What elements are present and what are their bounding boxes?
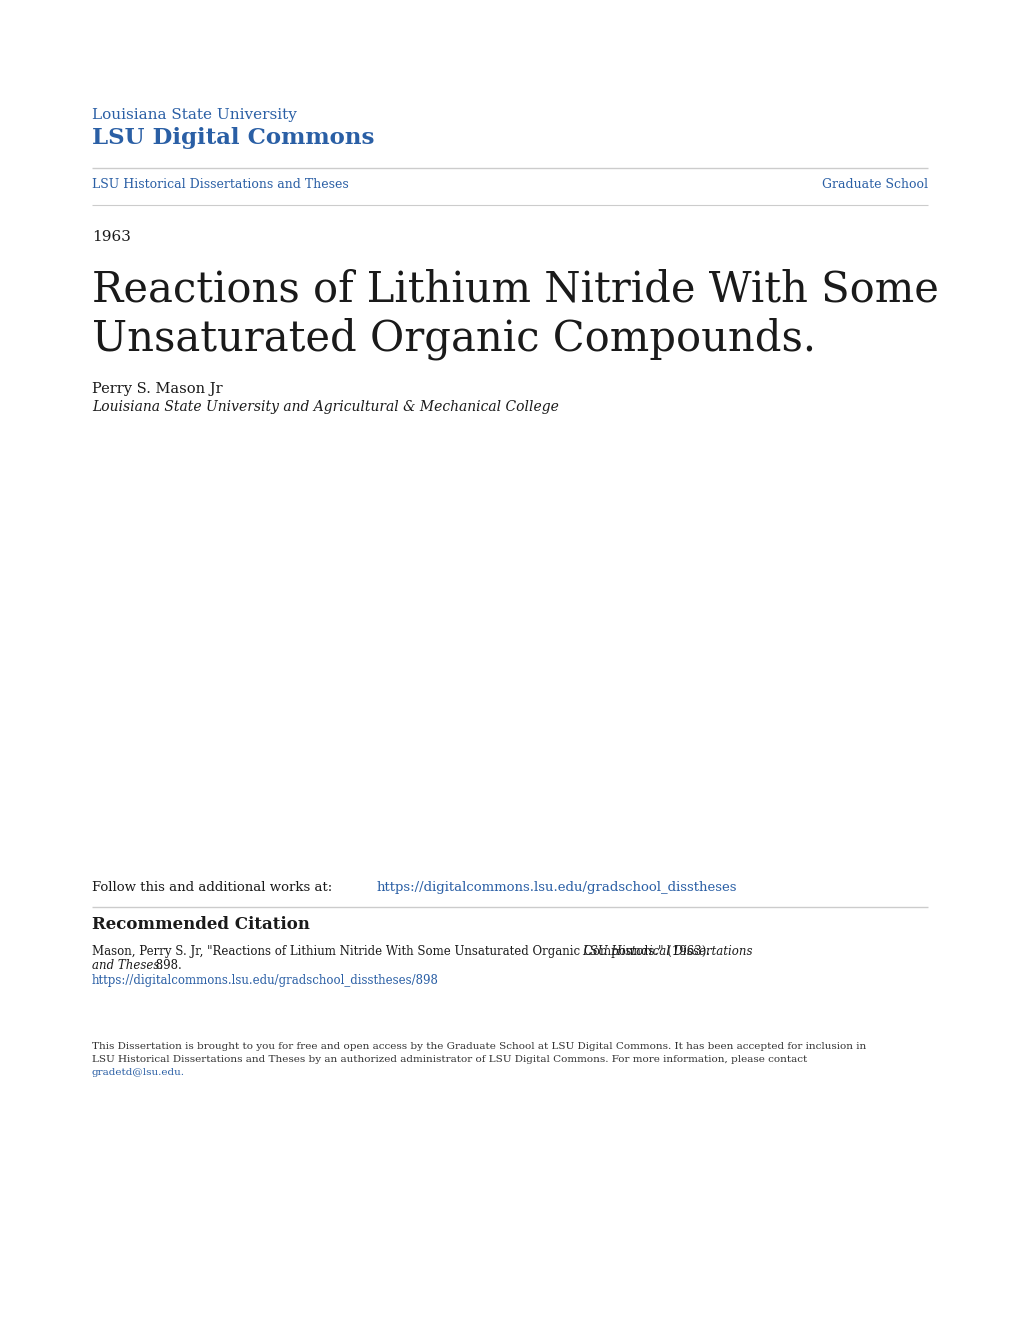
Text: Perry S. Mason Jr: Perry S. Mason Jr xyxy=(92,381,222,396)
Text: 1963: 1963 xyxy=(92,230,130,244)
Text: gradetd@lsu.edu.: gradetd@lsu.edu. xyxy=(92,1068,184,1077)
Text: LSU Historical Dissertations and Theses by an authorized administrator of LSU Di: LSU Historical Dissertations and Theses … xyxy=(92,1055,806,1064)
Text: LSU Historical Dissertations: LSU Historical Dissertations xyxy=(582,945,752,958)
Text: Follow this and additional works at:: Follow this and additional works at: xyxy=(92,880,336,894)
Text: LSU Historical Dissertations and Theses: LSU Historical Dissertations and Theses xyxy=(92,178,348,191)
Text: LSU Digital Commons: LSU Digital Commons xyxy=(92,127,374,149)
Text: Louisiana State University: Louisiana State University xyxy=(92,108,297,121)
Text: https://digitalcommons.lsu.edu/gradschool_disstheses: https://digitalcommons.lsu.edu/gradschoo… xyxy=(377,880,737,894)
Text: 898.: 898. xyxy=(152,960,181,972)
Text: This Dissertation is brought to you for free and open access by the Graduate Sch: This Dissertation is brought to you for … xyxy=(92,1041,865,1051)
Text: and Theses.: and Theses. xyxy=(92,960,163,972)
Text: Graduate School: Graduate School xyxy=(821,178,927,191)
Text: Reactions of Lithium Nitride With Some: Reactions of Lithium Nitride With Some xyxy=(92,268,937,310)
Text: Louisiana State University and Agricultural & Mechanical College: Louisiana State University and Agricultu… xyxy=(92,400,558,414)
Text: Unsaturated Organic Compounds.: Unsaturated Organic Compounds. xyxy=(92,318,815,360)
Text: Mason, Perry S. Jr, "Reactions of Lithium Nitride With Some Unsaturated Organic : Mason, Perry S. Jr, "Reactions of Lithiu… xyxy=(92,945,713,958)
Text: Recommended Citation: Recommended Citation xyxy=(92,916,310,933)
Text: https://digitalcommons.lsu.edu/gradschool_disstheses/898: https://digitalcommons.lsu.edu/gradschoo… xyxy=(92,974,438,987)
